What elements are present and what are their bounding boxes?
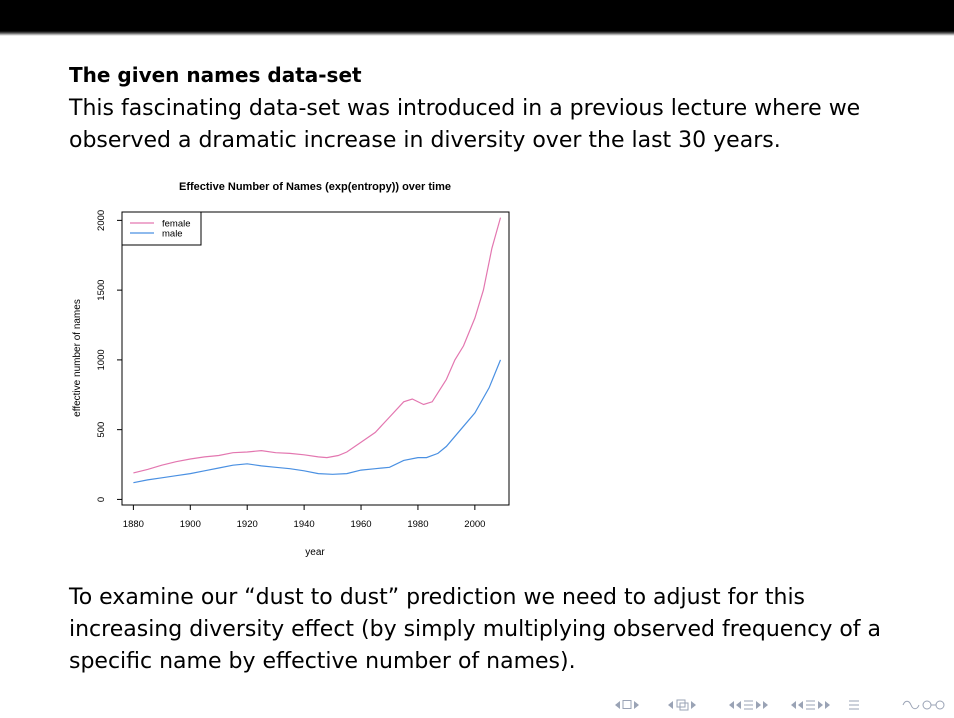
entropy-chart: Effective Number of Names (exp(entropy))…: [72, 181, 510, 558]
x-tick-label: 1960: [350, 519, 371, 530]
y-axis-label: effective number of names: [72, 299, 83, 417]
chart-container: Effective Number of Names (exp(entropy))…: [60, 168, 530, 568]
x-tick-label: 1880: [123, 519, 144, 530]
conclusion-paragraph: To examine our “dust to dust” prediction…: [69, 585, 882, 674]
plot-frame: [121, 211, 510, 506]
nav-section-icon[interactable]: [729, 700, 768, 710]
x-axis: 1880 1900 1920 1940 1960 1980 2000: [123, 505, 485, 530]
series-layer: [133, 217, 502, 484]
x-axis-label: year: [305, 547, 325, 558]
y-tick-label: 500: [96, 422, 107, 438]
intro-paragraph: This fascinating data-set was introduced…: [69, 96, 861, 153]
chart-title: Effective Number of Names (exp(entropy))…: [179, 181, 451, 193]
nav-first-icon[interactable]: [615, 700, 639, 710]
x-tick-label: 1900: [180, 519, 201, 530]
legend-box: [121, 211, 202, 246]
y-tick-label: 1500: [96, 280, 107, 301]
beamer-navigation: [615, 699, 945, 711]
x-tick-label: 1940: [294, 519, 315, 530]
series-line-male: [133, 359, 502, 484]
x-tick-label: 2000: [464, 519, 485, 530]
x-tick-label: 1980: [407, 519, 428, 530]
nav-frame-icon[interactable]: [849, 700, 859, 710]
nav-search-icon[interactable]: [902, 700, 945, 710]
legend-label-female: female: [162, 219, 191, 230]
y-tick-label: 2000: [96, 210, 107, 231]
legend-label-male: male: [162, 229, 183, 240]
slide-heading: The given names data-set: [69, 63, 362, 87]
top-bar: [0, 0, 954, 36]
x-tick-label: 1920: [237, 519, 258, 530]
nav-subsection-icon[interactable]: [791, 700, 830, 710]
y-tick-label: 0: [96, 497, 107, 502]
series-line-female: [133, 217, 502, 474]
y-axis: 0 500 1000 1500 2000: [96, 210, 122, 502]
y-tick-label: 1000: [96, 349, 107, 370]
nav-prev-icon[interactable]: [668, 699, 696, 711]
